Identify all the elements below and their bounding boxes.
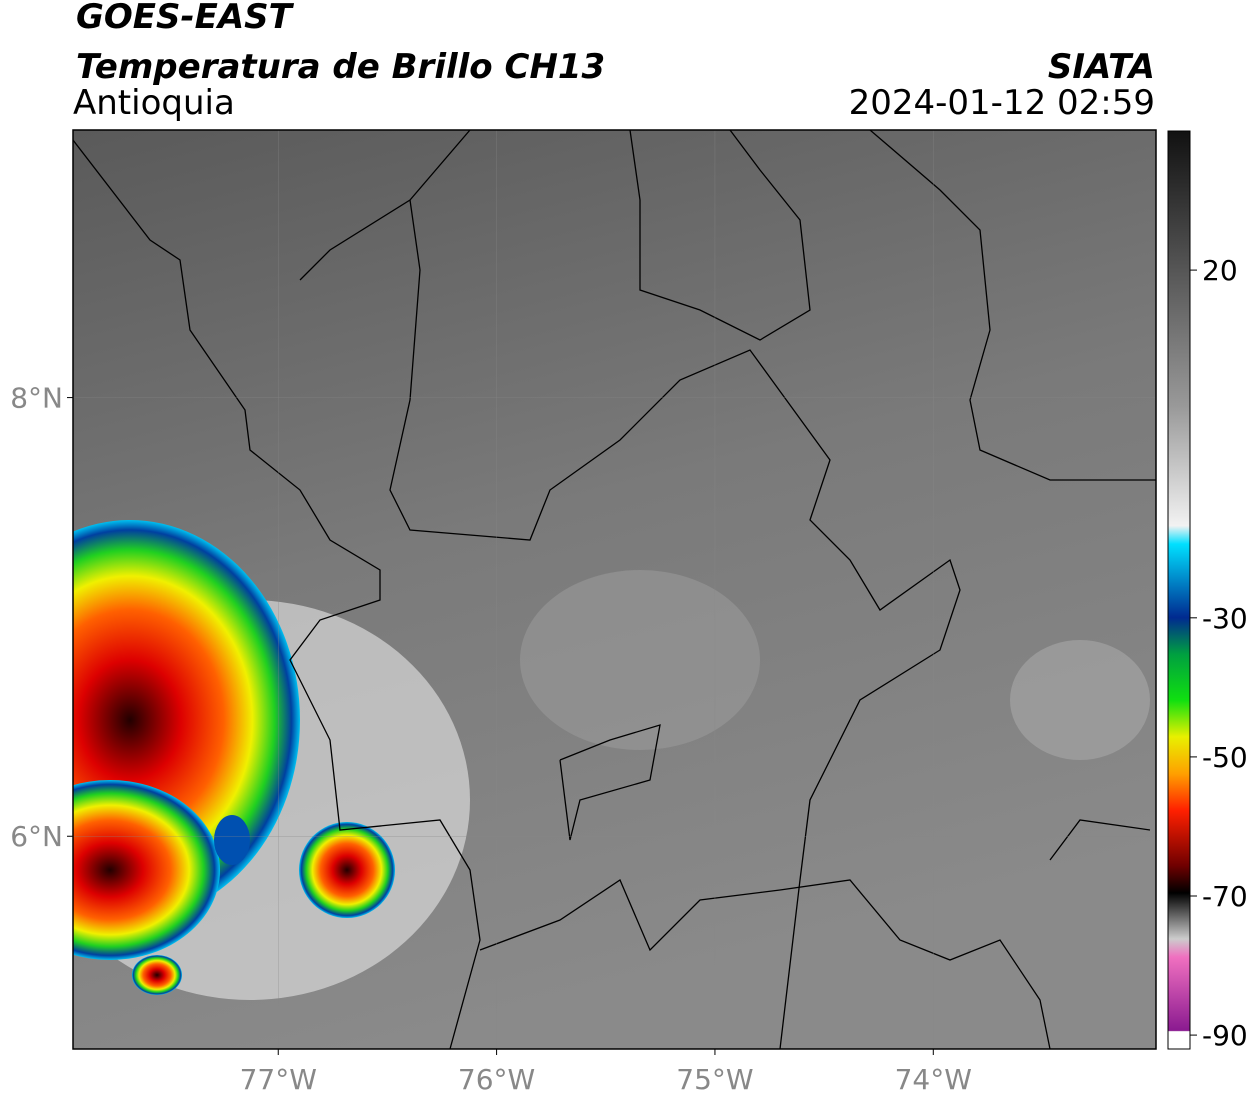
colorbar-tick-label: -50 xyxy=(1202,741,1248,774)
product: Temperatura de Brillo CH13 xyxy=(76,47,605,87)
x-tick-label: 77°W xyxy=(240,1063,317,1096)
x-tick-label: 76°W xyxy=(458,1063,535,1096)
colorbar xyxy=(1167,130,1191,1050)
y-tick-label: 6°N xyxy=(10,820,63,853)
x-tick-label: 75°W xyxy=(676,1063,753,1096)
colorbar-tick-label: -70 xyxy=(1202,880,1248,913)
colorbar-tick-label: -30 xyxy=(1202,602,1248,635)
source: GOES-EAST xyxy=(76,0,295,37)
colorbar-tick-label: 20 xyxy=(1202,254,1238,287)
region: Antioquia xyxy=(73,83,235,123)
map-frame xyxy=(72,129,1157,1050)
y-tick-label: 8°N xyxy=(10,382,63,415)
x-tick-label: 74°W xyxy=(895,1063,972,1096)
colorbar-tick-label: -90 xyxy=(1202,1019,1248,1052)
datetime: 2024-01-12 02:59 xyxy=(849,83,1155,123)
map-image xyxy=(73,130,1156,1049)
agency: SIATA xyxy=(1048,47,1155,87)
